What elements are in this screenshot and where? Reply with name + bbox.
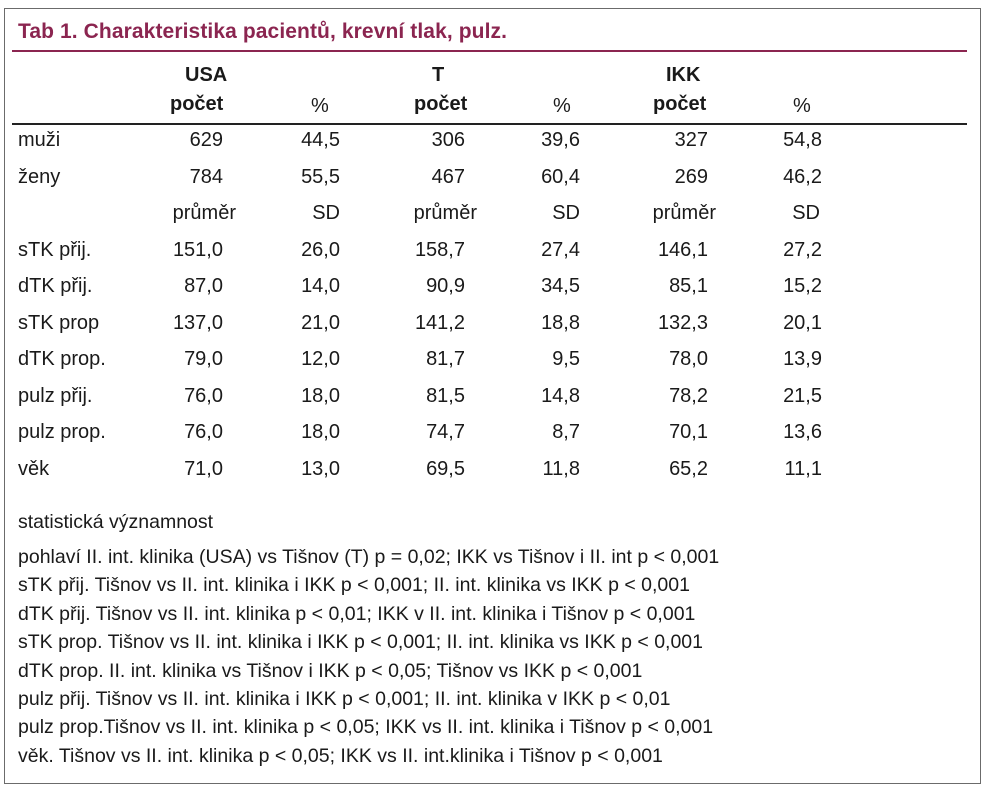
table-cell: 60,4 xyxy=(541,165,580,188)
table-cell: 158,7 xyxy=(414,238,465,261)
row-label: ženy xyxy=(18,165,61,188)
subheader-cell: SD xyxy=(792,202,820,224)
table-cell: 21,0 xyxy=(301,311,340,334)
table-cell: 65,2 xyxy=(669,457,708,480)
table-cell: 81,7 xyxy=(426,348,465,370)
table-cell: 76,0 xyxy=(184,384,223,407)
table-cell: 46,2 xyxy=(783,165,822,188)
stats-line: pulz přij. Tišnov vs II. int. klinika i … xyxy=(18,688,671,711)
table-cell: 81,5 xyxy=(426,384,465,407)
table-cell: 55,5 xyxy=(301,165,340,188)
row-label: pulz prop. xyxy=(18,421,106,443)
table-cell: 137,0 xyxy=(172,311,223,334)
table-cell: 18,0 xyxy=(301,421,340,443)
row-label: pulz přij. xyxy=(18,384,93,407)
stats-line: věk. Tišnov vs II. int. klinika p < 0,05… xyxy=(18,744,663,767)
row-label: sTK přij. xyxy=(18,238,92,261)
col-header-ikk-count: počet xyxy=(653,93,707,115)
header-rule xyxy=(12,123,967,125)
row-label: sTK prop xyxy=(18,311,100,334)
table-cell: 74,7 xyxy=(426,421,465,443)
table-cell: 13,0 xyxy=(301,457,340,480)
table-cell: 18,8 xyxy=(541,311,580,334)
table-frame xyxy=(4,8,981,784)
table-cell: 141,2 xyxy=(414,311,465,334)
table-cell: 14,8 xyxy=(541,384,580,407)
table-cell: 71,0 xyxy=(184,457,223,480)
table-cell: 18,0 xyxy=(301,384,340,407)
table-title: Tab 1. Charakteristika pacientů, krevní … xyxy=(18,20,508,43)
col-header-t-pct: % xyxy=(553,95,571,117)
table-cell: 11,1 xyxy=(784,457,822,480)
table-cell: 78,0 xyxy=(669,348,708,370)
table-cell: 327 xyxy=(674,129,708,151)
table-cell: 27,2 xyxy=(783,238,822,261)
col-header-t-count: počet xyxy=(414,93,468,115)
row-label: dTK přij. xyxy=(18,275,93,297)
table-cell: 146,1 xyxy=(657,238,708,261)
table-cell: 20,1 xyxy=(783,311,822,334)
table-cell: 34,5 xyxy=(541,275,580,297)
stats-line: sTK prop. Tišnov vs II. int. klinika i I… xyxy=(18,631,703,654)
table-cell: 90,9 xyxy=(426,275,465,297)
table-cell: 132,3 xyxy=(657,311,708,334)
table-cell: 306 xyxy=(431,129,465,151)
table-cell: 76,0 xyxy=(184,421,223,443)
table-cell: 784 xyxy=(189,165,223,188)
table-cell: 70,1 xyxy=(669,421,708,443)
stats-line: sTK přij. Tišnov vs II. int. klinika i I… xyxy=(18,574,690,597)
table-cell: 44,5 xyxy=(301,129,340,151)
table-cell: 21,5 xyxy=(783,384,822,407)
table-cell: 12,0 xyxy=(301,348,340,370)
title-rule xyxy=(12,50,967,52)
col-header-ikk-pct: % xyxy=(793,95,811,117)
table-cell: 151,0 xyxy=(172,238,223,261)
table-cell: 14,0 xyxy=(301,275,340,297)
table-cell: 26,0 xyxy=(301,238,340,261)
table-cell: 87,0 xyxy=(184,275,223,297)
subheader-cell: průměr xyxy=(413,202,477,224)
group-name-ikk: IKK xyxy=(666,64,701,86)
table-cell: 69,5 xyxy=(426,457,465,480)
stats-line: pohlaví II. int. klinika (USA) vs Tišnov… xyxy=(18,546,720,568)
table-cell: 85,1 xyxy=(669,275,708,297)
subheader-cell: SD xyxy=(552,202,580,224)
table-cell: 78,2 xyxy=(669,384,708,407)
col-header-usa-count: počet xyxy=(170,93,224,115)
table-cell: 8,7 xyxy=(552,421,580,443)
stats-title: statistická významnost xyxy=(18,511,214,533)
stats-list: pohlaví II. int. klinika (USA) vs Tišnov… xyxy=(18,543,719,770)
table-cell: 27,4 xyxy=(541,238,580,261)
group-name-usa: USA xyxy=(185,64,228,86)
table-cell: 9,5 xyxy=(552,348,580,370)
row-label: dTK prop. xyxy=(18,348,106,370)
group-name-t: T xyxy=(432,64,445,86)
col-header-usa-pct: % xyxy=(311,95,329,117)
table-cell: 629 xyxy=(189,129,223,151)
subheader-cell: průměr xyxy=(172,202,236,224)
table-cell: 15,2 xyxy=(783,275,822,297)
table-cell: 54,8 xyxy=(783,129,822,151)
row-label: muži xyxy=(18,129,61,151)
table-cell: 79,0 xyxy=(184,348,223,370)
table-cell: 13,9 xyxy=(783,348,822,370)
table-cell: 269 xyxy=(674,165,708,188)
subheader-cell: průměr xyxy=(652,202,716,224)
table-cell: 467 xyxy=(431,165,465,188)
table-cell: 13,6 xyxy=(783,421,822,443)
table-cell: 39,6 xyxy=(541,129,580,151)
stats-line: pulz prop.Tišnov vs II. int. klinika p <… xyxy=(18,716,714,739)
stats-line: dTK prop. II. int. klinika vs Tišnov i I… xyxy=(18,659,643,682)
table-cell: 11,8 xyxy=(542,457,580,480)
row-label: věk xyxy=(18,457,50,480)
subheader-cell: SD xyxy=(312,202,340,224)
stats-line: dTK přij. Tišnov vs II. int. klinika p <… xyxy=(18,602,696,625)
